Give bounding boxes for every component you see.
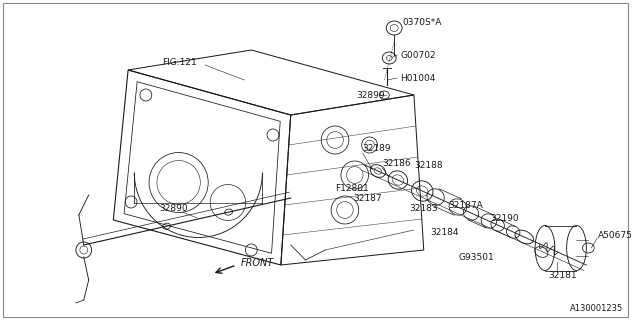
Text: 32184: 32184 [431, 228, 459, 236]
Text: F12801: F12801 [335, 183, 369, 193]
Text: 32181: 32181 [548, 270, 577, 279]
Text: G00702: G00702 [400, 51, 436, 60]
Text: 32899: 32899 [356, 91, 385, 100]
Text: 32189: 32189 [363, 143, 391, 153]
Text: H01004: H01004 [400, 74, 435, 83]
Text: 32190: 32190 [491, 213, 520, 222]
Text: 32186: 32186 [382, 158, 411, 167]
Text: G93501: G93501 [458, 253, 494, 262]
Text: 0370S*A: 0370S*A [402, 18, 442, 27]
Text: 32188: 32188 [414, 161, 442, 170]
Text: 32187A: 32187A [449, 201, 483, 210]
Text: 32187: 32187 [353, 194, 381, 203]
Text: A50675: A50675 [598, 230, 633, 239]
Text: FRONT: FRONT [241, 258, 274, 268]
Text: A130001235: A130001235 [570, 304, 623, 313]
Text: 32183: 32183 [409, 204, 438, 212]
Text: 32890: 32890 [159, 204, 188, 212]
Text: FIG.121: FIG.121 [163, 58, 197, 67]
